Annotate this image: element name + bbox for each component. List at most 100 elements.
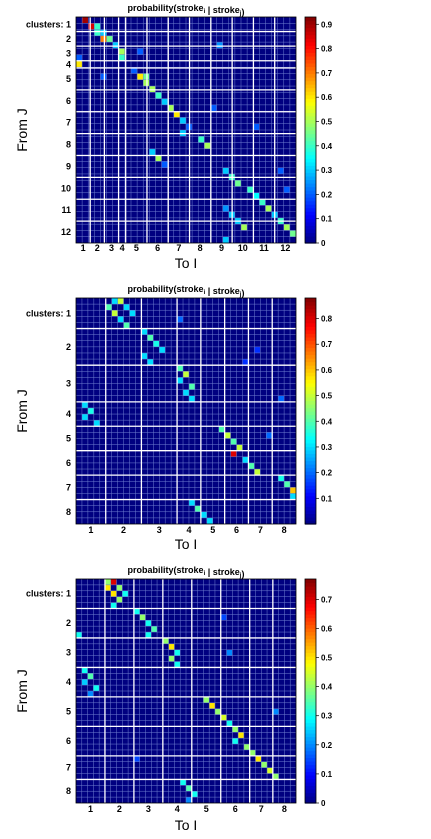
heatmap-cell <box>179 117 186 124</box>
colorbar-step <box>305 509 316 515</box>
y-tick-label: 3 <box>66 48 71 58</box>
colorbar-step <box>305 218 316 223</box>
colorbar-step <box>305 596 316 601</box>
heatmap-panel-3: clusters: 1 1 2 2 3 3 4 4 5 5 6 6 7 7 8 8 probability(st… <box>14 565 333 833</box>
colorbar-step <box>305 506 316 511</box>
x-tick-label: 1 <box>81 243 86 253</box>
colorbar-step <box>305 691 316 696</box>
colorbar-step <box>305 513 316 518</box>
heatmap-background <box>76 298 296 524</box>
colorbar-step <box>305 112 316 117</box>
plot-frame <box>75 578 297 804</box>
x-tick-label: 8 <box>198 243 203 253</box>
heatmap-cell <box>209 702 215 709</box>
y-tick-label: 7 <box>66 763 71 773</box>
colorbar-step <box>305 635 316 640</box>
colorbar-step <box>305 312 316 317</box>
colorbar-step <box>305 610 316 615</box>
heatmap-cell <box>232 726 239 733</box>
colorbar-step <box>305 59 316 64</box>
heatmap-cell <box>123 322 130 329</box>
heatmap-cell <box>247 186 254 193</box>
colorbar-step <box>305 792 316 797</box>
chart-title: probability(strokei | strokej) <box>128 565 245 579</box>
heatmap-cell <box>242 456 249 463</box>
colorbar-step <box>305 232 316 237</box>
heatmap-cell <box>88 23 95 30</box>
heatmap-cell <box>159 346 166 353</box>
heatmap-cell <box>210 104 217 112</box>
colorbar-step <box>305 301 316 306</box>
colorbar-tick-label: 0.2 <box>321 741 333 750</box>
heatmap-cell <box>218 426 225 433</box>
heatmap-cell <box>289 230 296 237</box>
colorbar-step <box>305 151 316 156</box>
colorbar-step <box>305 193 316 198</box>
colorbar-step <box>305 347 316 352</box>
heatmap-cell <box>253 123 260 130</box>
colorbar-step <box>305 31 316 36</box>
colorbar-step <box>305 358 316 363</box>
colorbar-step <box>305 698 316 703</box>
colorbar-step <box>305 354 316 359</box>
heatmap-cell <box>194 505 201 512</box>
colorbar-step <box>305 421 316 426</box>
heatmap-cell <box>284 481 291 488</box>
heatmap-cell <box>188 499 195 506</box>
heatmap-cell <box>186 797 192 803</box>
heatmap-cell <box>149 148 156 156</box>
heatmap-cell <box>278 475 285 482</box>
colorbar-step <box>305 396 316 402</box>
colorbar-step <box>305 785 316 790</box>
colorbar-tick-label: 0.6 <box>321 366 333 375</box>
colorbar-tick-label: 0.7 <box>321 69 333 78</box>
colorbar-step <box>305 400 316 405</box>
colorbar-step <box>305 322 316 327</box>
x-tick-label: 1 <box>88 525 93 535</box>
heatmap-cell <box>234 180 241 187</box>
heatmap-cell <box>283 224 290 231</box>
heatmap-cell <box>203 696 210 703</box>
heatmap-cell <box>266 432 273 439</box>
colorbar-step <box>305 474 316 479</box>
heatmap-cell <box>174 661 181 668</box>
heatmap-cell <box>168 643 175 650</box>
colorbar-tick-label: 0.1 <box>321 494 333 503</box>
colorbar-step <box>305 305 316 310</box>
colorbar-step <box>305 340 316 345</box>
x-tick-label: 5 <box>204 804 209 814</box>
heatmap-cell <box>188 383 195 390</box>
colorbar-tick-label: 0 <box>321 239 326 248</box>
colorbar-step <box>305 329 316 334</box>
heatmap-cell <box>214 708 221 715</box>
colorbar-step <box>305 94 316 99</box>
colorbar-step <box>305 130 316 135</box>
heatmap-cell <box>161 98 168 105</box>
heatmap-cell <box>267 767 273 774</box>
colorbar-step <box>305 336 316 341</box>
heatmap-cell <box>241 224 248 231</box>
heatmap-cell <box>272 773 279 780</box>
x-tick-label: 7 <box>176 243 181 253</box>
x-tick-label: 10 <box>238 243 248 253</box>
colorbar-step <box>305 214 316 219</box>
heatmap-cell <box>94 23 101 30</box>
colorbar-step <box>305 649 316 654</box>
colorbar-step <box>305 593 316 598</box>
colorbar-step <box>305 442 316 447</box>
y-axis-label: From J <box>14 669 30 713</box>
colorbar-step <box>305 315 316 320</box>
colorbar-step <box>305 154 316 159</box>
colorbar-step <box>305 516 316 522</box>
colorbar-step <box>305 750 316 755</box>
heatmap-cell <box>206 517 213 524</box>
heatmap-cell <box>290 493 296 500</box>
x-axis-label: To I <box>175 255 198 271</box>
colorbar-step <box>305 368 316 373</box>
colorbar-step <box>305 589 316 594</box>
colorbar-step <box>305 656 316 661</box>
heatmap-grid <box>76 17 296 243</box>
colorbar-tick-label: 0.5 <box>321 392 333 401</box>
heatmap-cell <box>249 749 256 756</box>
